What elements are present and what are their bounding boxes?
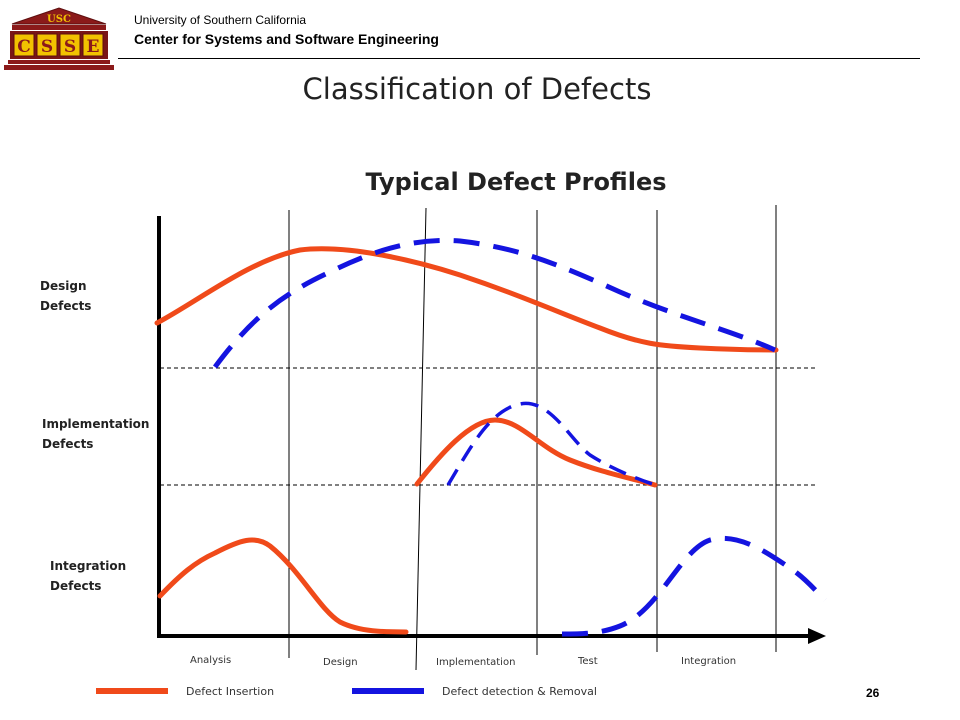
design-defect-insertion-curve — [154, 246, 779, 353]
diagram-title: Typical Defect Profiles — [365, 168, 667, 196]
header-center-name: Center for Systems and Software Engineer… — [134, 31, 439, 47]
phase-label-implementation: Implementation — [436, 657, 516, 668]
logo-usc-text: USC — [47, 14, 71, 25]
phase-label-integration: Integration — [681, 656, 737, 667]
slide-title: Classification of Defects — [302, 72, 652, 106]
legend-detection-swatch — [352, 688, 424, 694]
row-label-implementation: Implementation Defects — [42, 414, 149, 454]
phase-label-analysis: Analysis — [190, 655, 232, 666]
phase-label-test: Test — [578, 656, 598, 667]
header-divider — [118, 58, 920, 59]
row-label-design: Design Defects — [40, 276, 91, 316]
legend-insertion-label: Defect Insertion — [186, 685, 275, 698]
row-label-design-line1: Design — [40, 279, 87, 293]
logo-letter-1: C — [17, 37, 31, 57]
legend-insertion-swatch — [96, 688, 168, 694]
implementation-defect-insertion-curve — [414, 417, 658, 488]
phase-separator-2 — [415, 207, 427, 671]
logo-letter-3: S — [64, 37, 76, 57]
logo-letter-2: S — [41, 37, 53, 57]
x-axis-arrowhead — [808, 628, 826, 644]
row-label-integration-line1: Integration — [50, 559, 127, 573]
row-label-design-line2: Defects — [40, 299, 92, 313]
integration-defect-detection-curve — [561, 535, 827, 637]
row-label-implementation-line1: Implementation — [42, 417, 150, 431]
logo-letter-4: E — [87, 37, 100, 57]
phase-label-design: Design — [323, 657, 358, 668]
implementation-defect-detection-curve — [446, 401, 656, 487]
design-defect-detection-curve — [212, 238, 777, 369]
usc-csse-logo: USC C S S E — [4, 7, 114, 70]
integration-defect-insertion-curve — [157, 537, 409, 635]
header-university: University of Southern California — [134, 13, 307, 27]
row-label-integration-line2: Defects — [50, 579, 102, 593]
legend-detection-label: Defect detection & Removal — [442, 685, 597, 698]
row-label-implementation-line2: Defects — [42, 437, 94, 451]
row-label-integration: Integration Defects — [50, 556, 126, 596]
page-number: 26 — [866, 686, 880, 700]
